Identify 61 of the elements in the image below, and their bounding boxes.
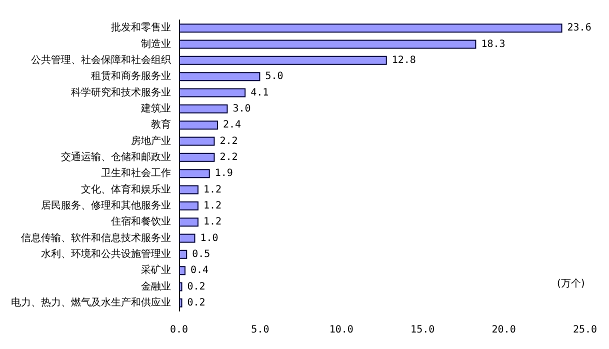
bar bbox=[179, 88, 246, 98]
x-tick-label: 15.0 bbox=[410, 324, 435, 336]
data-label: 1.2 bbox=[203, 216, 222, 228]
y-tick-label: 建筑业 bbox=[140, 102, 171, 114]
bar bbox=[179, 104, 228, 114]
bar bbox=[179, 298, 182, 308]
y-tick-label: 住宿和餐饮业 bbox=[111, 216, 171, 228]
bar bbox=[179, 120, 218, 130]
data-label: 5.0 bbox=[265, 71, 284, 82]
bar bbox=[179, 185, 198, 194]
x-tick-label: 0.0 bbox=[170, 324, 188, 336]
y-tick-label: 电力、热力、燃气及水生产和供应业 bbox=[11, 296, 171, 308]
data-label: 23.6 bbox=[567, 22, 592, 34]
data-label: 2.2 bbox=[220, 136, 238, 147]
data-label: 18.3 bbox=[481, 38, 506, 50]
bar bbox=[179, 72, 260, 82]
y-tick-label: 水利、环境和公共设施管理业 bbox=[41, 248, 171, 260]
y-tick-label: 批发和零售业 bbox=[111, 22, 171, 34]
y-tick-label: 卫生和社会工作 bbox=[101, 167, 171, 180]
y-tick-label: 金融业 bbox=[141, 280, 171, 292]
y-tick-label: 居民服务、修理和其他服务业 bbox=[41, 199, 171, 212]
y-tick-label: 文化、体育和娱乐业 bbox=[81, 183, 171, 196]
y-tick-label: 制造业 bbox=[141, 38, 171, 50]
bar bbox=[179, 136, 215, 146]
data-label: 0.4 bbox=[190, 265, 209, 276]
data-label: 2.4 bbox=[222, 120, 242, 131]
y-tick-label: 采矿业 bbox=[141, 264, 171, 276]
x-tick-label: 25.0 bbox=[572, 324, 598, 336]
x-tick-label: 5.0 bbox=[251, 324, 270, 336]
y-tick-label: 交通运输、仓储和邮政业 bbox=[61, 150, 171, 163]
bar bbox=[179, 152, 215, 162]
bar bbox=[179, 250, 188, 259]
y-tick-label: 公共管理、社会保障和社会组织 bbox=[31, 54, 171, 66]
bar bbox=[179, 234, 196, 243]
data-label: 0.2 bbox=[187, 281, 206, 292]
y-tick-label: 教育 bbox=[151, 118, 171, 131]
bar bbox=[179, 169, 210, 178]
data-label: 12.8 bbox=[392, 54, 416, 66]
y-tick-label: 信息传输、软件和信息技术服务业 bbox=[21, 232, 171, 244]
data-label: 1.2 bbox=[203, 200, 222, 212]
bar bbox=[179, 266, 186, 276]
data-label: 3.0 bbox=[232, 103, 251, 114]
data-label: 2.2 bbox=[220, 152, 238, 163]
x-axis-title: (万个) bbox=[557, 278, 585, 290]
data-label: 1.9 bbox=[214, 168, 233, 180]
bar bbox=[179, 282, 182, 292]
x-tick-label: 20.0 bbox=[492, 324, 516, 336]
bar bbox=[179, 201, 198, 210]
data-label: 4.1 bbox=[250, 87, 269, 98]
data-label: 1.2 bbox=[203, 184, 222, 196]
data-label: 1.0 bbox=[200, 232, 218, 244]
bar bbox=[179, 218, 198, 227]
x-tick-label: 10.0 bbox=[329, 324, 354, 336]
bar bbox=[179, 40, 476, 49]
y-tick-label: 租赁和商务服务业 bbox=[91, 70, 171, 82]
data-label: 0.5 bbox=[192, 248, 210, 260]
bar bbox=[179, 24, 562, 33]
data-label: 0.2 bbox=[187, 297, 206, 308]
y-tick-label: 科学研究和技术服务业 bbox=[71, 86, 171, 98]
bar bbox=[179, 56, 387, 65]
y-tick-label: 房地产业 bbox=[131, 134, 171, 147]
